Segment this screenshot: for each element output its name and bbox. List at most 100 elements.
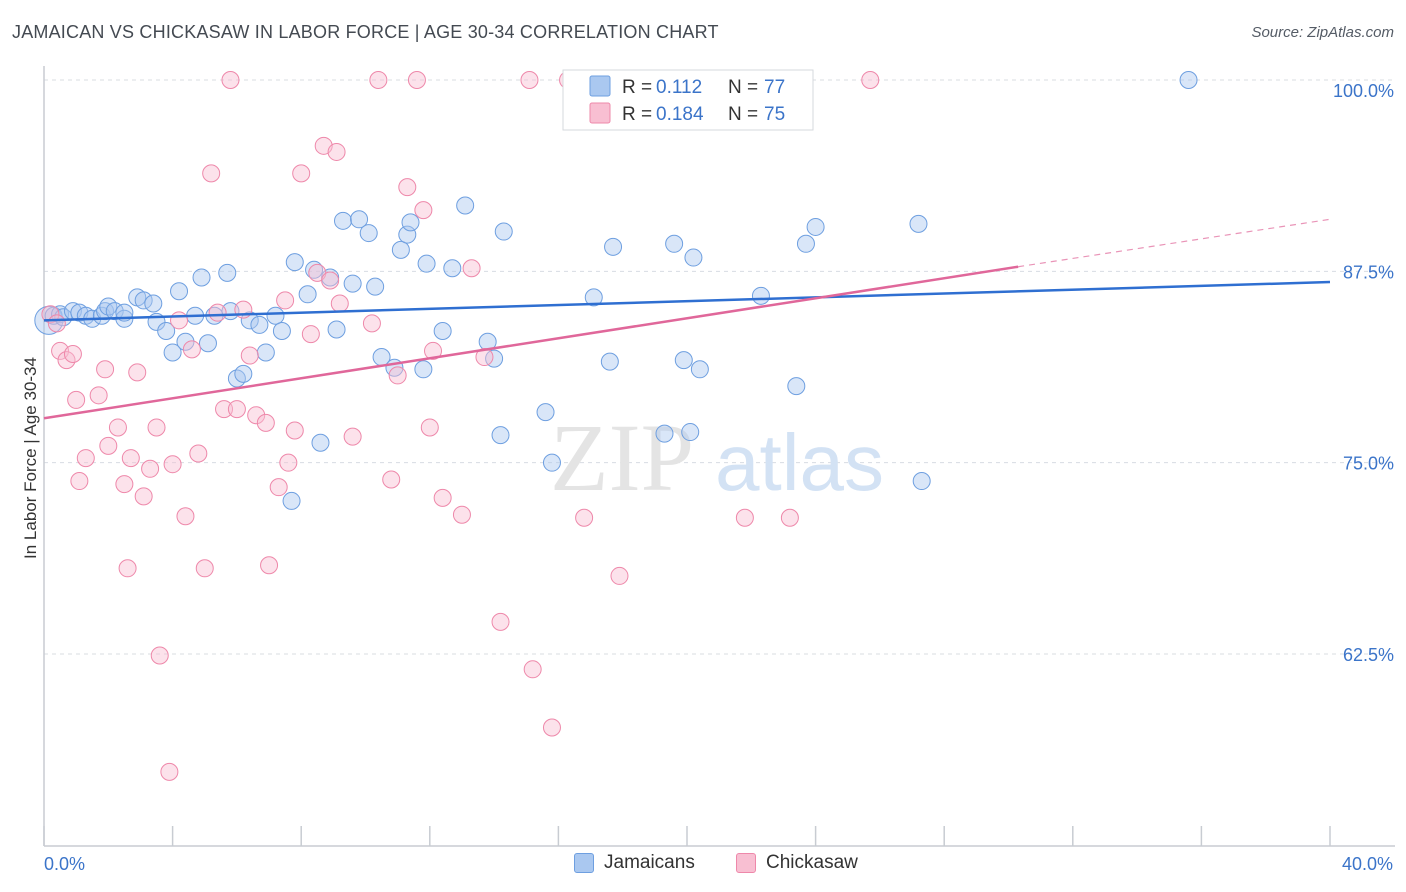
legend-n-value-chickasaw: 75 — [764, 104, 785, 125]
chickasaw-point — [491, 612, 510, 631]
chickasaw-point — [523, 660, 542, 679]
jamaicans-point — [456, 196, 475, 215]
chickasaw-point — [67, 390, 86, 409]
chickasaw-point — [279, 453, 298, 472]
bottom-legend-label-chickasaw: Chickasaw — [766, 852, 858, 873]
chickasaw-point — [452, 505, 471, 524]
chickasaw-point — [285, 421, 304, 440]
chickasaw-point — [195, 559, 214, 578]
jamaicans-point — [787, 377, 806, 396]
jamaicans-point — [414, 360, 433, 379]
jamaicans-point — [105, 302, 124, 321]
chickasaw-point — [414, 201, 433, 220]
jamaicans-point — [250, 315, 269, 334]
chickasaw-point — [388, 366, 407, 385]
jamaicans-point — [542, 453, 561, 472]
chickasaw-trend-extension — [1018, 218, 1331, 268]
jamaicans-point — [234, 364, 253, 383]
chickasaw-point — [861, 71, 880, 89]
jamaicans-point — [665, 234, 684, 253]
jamaicans-point — [333, 211, 352, 230]
jamaicans-point — [134, 291, 153, 310]
legend-n-label-jamaicans: N = — [728, 77, 758, 98]
chickasaw-point — [70, 472, 89, 491]
legend-swatch-jamaicans — [589, 75, 611, 97]
y-tick-label: 62.5% — [1343, 645, 1394, 665]
chickasaw-point — [208, 303, 227, 322]
trend-lines — [43, 218, 1331, 420]
jamaicans-point — [266, 306, 285, 325]
jamaicans-point — [285, 253, 304, 272]
chickasaw-point — [260, 556, 279, 575]
jamaicans-point — [494, 222, 513, 241]
watermark: ZIP atlas — [550, 404, 884, 511]
jamaicans-point — [163, 343, 182, 362]
jamaicans-point — [192, 268, 211, 287]
chickasaw-point — [215, 400, 234, 419]
jamaicans-point — [681, 423, 700, 442]
jamaicans-point — [655, 424, 674, 443]
jamaicans-trend-line — [43, 280, 1331, 322]
chickasaw-point — [189, 444, 208, 463]
jamaicans-point — [401, 213, 420, 232]
jamaicans-point — [256, 343, 275, 362]
chickasaw-point — [343, 427, 362, 446]
chickasaw-point — [47, 314, 66, 333]
chickasaw-point — [276, 291, 295, 310]
jamaicans-point — [1179, 71, 1198, 89]
jamaicans-point — [227, 369, 246, 388]
y-tick-label: 100.0% — [1333, 81, 1394, 101]
chickasaw-point — [780, 508, 799, 527]
jamaicans-point — [198, 334, 217, 353]
jamaicans-point — [433, 322, 452, 341]
jamaicans-point — [584, 288, 603, 307]
chickasaw-point — [301, 325, 320, 344]
chickasaw-point — [420, 418, 439, 437]
legend-r-label-jamaicans: R = — [622, 77, 652, 98]
jamaicans-point — [176, 332, 195, 351]
chickasaw-point — [227, 400, 246, 419]
jamaicans-point — [282, 491, 301, 510]
chickasaw-point — [362, 314, 381, 333]
bottom-legend-chickasaw: Chickasaw — [736, 852, 858, 874]
y-tick-label: 75.0% — [1343, 454, 1394, 474]
legend-swatch-chickasaw — [589, 102, 611, 124]
chickasaw-point — [221, 71, 240, 89]
chickasaw-point — [141, 459, 160, 478]
bottom-legend-swatch-chickasaw — [736, 853, 756, 873]
chickasaw-trend-line — [43, 265, 1019, 420]
jamaicans-point — [359, 224, 378, 243]
jamaicans-point — [350, 210, 369, 229]
chickasaw-point — [160, 762, 179, 781]
chickasaw-point — [575, 508, 594, 527]
jamaicans-point — [912, 472, 931, 491]
chickasaw-point — [269, 478, 288, 497]
chickasaw-point — [134, 487, 153, 506]
chickasaw-point — [330, 294, 349, 313]
chickasaw-point — [163, 455, 182, 474]
chickasaw-point — [462, 259, 481, 278]
chickasaw-point — [128, 363, 147, 382]
chickasaw-point — [121, 449, 140, 468]
chickasaw-point — [96, 360, 115, 379]
chickasaw-point — [118, 559, 137, 578]
chickasaw-point — [115, 475, 134, 494]
chickasaw-point — [382, 470, 401, 489]
chickasaw-point — [407, 71, 426, 89]
x-tick-label: 0.0% — [44, 854, 85, 874]
jamaicans-point — [684, 248, 703, 267]
y-axis-label: In Labor Force | Age 30-34 — [21, 357, 40, 559]
chickasaw-point — [610, 566, 629, 585]
jamaicans-point — [604, 237, 623, 256]
bottom-legend-label-jamaicans: Jamaicans — [604, 852, 695, 873]
chickasaw-point — [292, 164, 311, 183]
jamaicans-point — [170, 282, 189, 301]
bottom-legend: Jamaicans Chickasaw — [0, 852, 1406, 878]
axes — [43, 66, 1395, 847]
jamaicans-point — [298, 285, 317, 304]
chickasaw-point — [63, 344, 82, 363]
y-tick-label: 87.5% — [1343, 262, 1394, 282]
chickasaw-point — [41, 305, 60, 324]
chickasaw-point — [170, 311, 189, 330]
